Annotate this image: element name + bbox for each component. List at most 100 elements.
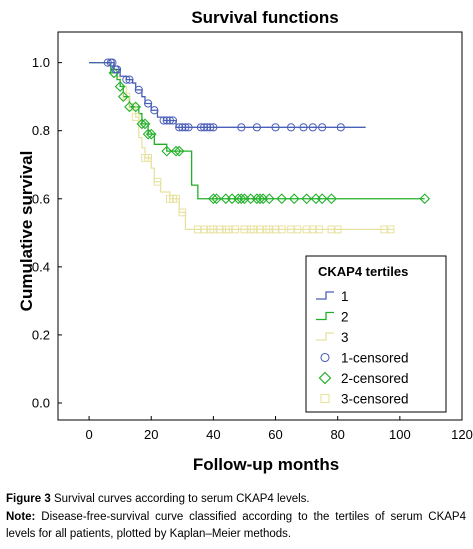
censor-mark-2: [161, 145, 173, 157]
censor-mark-1: [125, 75, 134, 84]
censor-mark-1: [196, 123, 206, 132]
legend-square-symbol: [320, 393, 330, 404]
legend-entry-label: 3: [341, 330, 349, 345]
censor-mark-3: [153, 177, 162, 186]
censor-mark-3: [249, 225, 258, 234]
censor-mark-1: [336, 123, 345, 132]
survival-curve-3: [89, 61, 394, 231]
y-tick-label: 1.0: [32, 55, 50, 70]
survival-curve-2: [89, 61, 425, 200]
censor-mark-1: [271, 123, 280, 132]
censor-mark-1: [184, 123, 193, 132]
censor-mark-3: [308, 225, 317, 234]
legend-title: CKAP4 tertiles: [318, 264, 408, 279]
y-tick-label: 0.8: [32, 123, 50, 138]
y-tick-label: 0.0: [32, 395, 50, 410]
y-axis-label: Cumulative survival: [17, 151, 36, 312]
survival-curves: [89, 61, 425, 231]
censor-mark-1: [159, 116, 168, 125]
legend-box: [305, 255, 447, 413]
censor-mark-2: [316, 193, 328, 205]
censor-mark-3: [193, 225, 202, 234]
censor-mark-3: [144, 154, 153, 162]
censor-mark-3: [225, 225, 233, 234]
censor-mark-2: [170, 145, 182, 157]
censor-mark-1: [206, 123, 215, 132]
censor-mark-1: [134, 85, 143, 94]
censor-mark-1: [112, 65, 122, 74]
censor-mark-3: [231, 225, 240, 234]
censor-mark-2: [136, 118, 148, 130]
censor-mark-2: [139, 118, 151, 130]
censor-mark-3: [327, 225, 336, 234]
x-tick-label: 20: [144, 427, 158, 442]
censor-mark-2: [301, 193, 312, 205]
censor-mark-1: [237, 123, 246, 132]
censor-mark-3: [200, 225, 208, 234]
censor-mark-1: [308, 123, 317, 132]
legend-diamond-symbol: [318, 371, 332, 385]
censor-mark-1: [252, 123, 261, 132]
x-tick-label: 60: [268, 427, 282, 442]
x-tick-label: 40: [206, 427, 220, 442]
legend-line-symbol: [316, 311, 334, 321]
legend-entry-label: 1-censored: [341, 351, 409, 366]
censor-mark-1: [122, 75, 131, 84]
censor-mark-3: [380, 225, 389, 234]
censor-mark-1: [162, 116, 171, 125]
censor-mark-1: [103, 58, 112, 67]
figure-caption-text: Survival curves according to serum CKAP4…: [53, 493, 310, 505]
censor-mark-2: [117, 91, 129, 103]
censor-mark-3: [256, 225, 264, 234]
legend-line-symbol: [316, 291, 334, 300]
censor-mark-3: [333, 225, 342, 234]
censor-mark-2: [276, 193, 288, 205]
legend-entry-label: 1: [341, 289, 349, 304]
note-label: Note:: [6, 511, 36, 523]
censor-mark-3: [215, 225, 224, 234]
censor-mark-1: [299, 123, 308, 132]
legend-circle-symbol: [320, 352, 330, 363]
censor-mark-2: [254, 193, 266, 205]
y-tick-label: 0.2: [32, 327, 50, 342]
axis-ticks: 0 20 40 60 80 100 120 0.0 0.2 0.4 0.6 0.8 1.0: [32, 55, 473, 442]
censor-mark-3: [178, 208, 187, 217]
survival-curve-1: [89, 61, 366, 128]
censor-mark-3: [293, 225, 302, 234]
censor-mark-3: [265, 225, 274, 234]
censor-mark-1: [168, 116, 178, 125]
censor-mark-1: [165, 116, 174, 125]
legend-entry-label: 2: [341, 310, 349, 325]
censor-mark-2: [208, 193, 219, 205]
censor-mark-2: [326, 193, 337, 205]
figure-note: Note: Disease-free-survival curve classi…: [6, 509, 466, 542]
figure-label: Figure 3: [6, 493, 51, 505]
censor-mark-1: [286, 123, 296, 132]
chart-title: Survival functions: [191, 8, 338, 27]
censor-mark-3: [277, 225, 286, 234]
censor-mark-3: [287, 225, 295, 234]
censor-mark-2: [114, 81, 126, 92]
censor-mark-2: [145, 128, 157, 140]
censor-mark-1: [181, 123, 190, 132]
censor-mark-3: [386, 225, 395, 234]
censor-mark-2: [263, 193, 275, 205]
legend-entry-label: 2-censored: [341, 371, 409, 386]
censor-mark-2: [142, 128, 154, 140]
censor-mark-3: [131, 113, 140, 121]
censor-mark-1: [144, 99, 153, 108]
y-tick-label: 0.6: [32, 191, 50, 206]
plot-area: [57, 31, 463, 421]
legend-entry-label: 3-censored: [341, 392, 409, 407]
censor-mark-3: [271, 225, 280, 234]
censor-mark-1: [150, 106, 159, 115]
figure-caption: Figure 3 Survival curves according to se…: [6, 491, 466, 508]
censor-mark-2: [130, 101, 142, 113]
x-tick-label: 120: [451, 427, 473, 442]
censor-mark-3: [128, 102, 137, 111]
x-tick-label: 0: [85, 427, 92, 442]
censor-mark-2: [173, 145, 185, 157]
x-tick-label: 100: [389, 427, 411, 442]
censor-mark-3: [122, 92, 131, 101]
censor-mark-1: [175, 123, 184, 132]
